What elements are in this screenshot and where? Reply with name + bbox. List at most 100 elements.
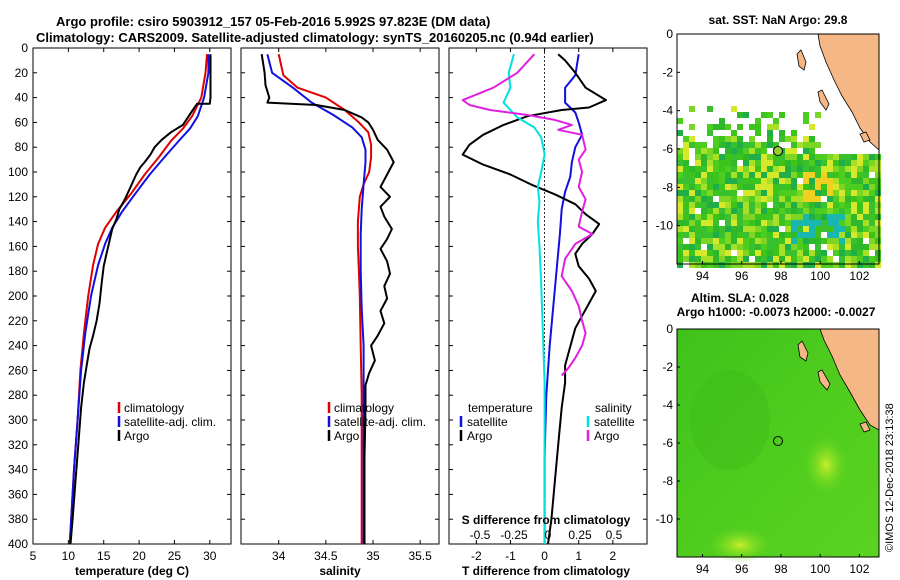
sst-cell (839, 262, 845, 268)
sst-cell (731, 232, 737, 238)
sst-cell (779, 166, 785, 172)
salinity-axes-frame (240, 47, 440, 545)
sst-cell (737, 148, 743, 154)
depth-tick-label: 40 (15, 91, 29, 105)
sst-cell (809, 232, 815, 238)
sst-cell (869, 190, 875, 196)
sst-cell (785, 238, 791, 244)
sst-cell (857, 178, 863, 184)
map-y-tick-label: -4 (662, 398, 673, 412)
sst-cell (827, 160, 833, 166)
sst-cell (857, 154, 863, 160)
sst-cell (761, 166, 767, 172)
sst-cell (845, 220, 851, 226)
sst-cell (809, 154, 815, 160)
sst-cell (827, 238, 833, 244)
sst-cell (863, 214, 869, 220)
sst-cell (827, 178, 833, 184)
sst-cell (677, 118, 683, 124)
map-x-tick-label: 102 (849, 269, 869, 283)
sst-cell (785, 226, 791, 232)
sst-cell (737, 154, 743, 160)
sst-cell (737, 136, 743, 142)
depth-tick-label: 400 (8, 537, 28, 551)
sst-cell (707, 238, 713, 244)
sst-cell (725, 214, 731, 220)
sst-cell (737, 208, 743, 214)
sst-cell (803, 136, 809, 142)
sst-cell (695, 172, 701, 178)
sst-cell (707, 244, 713, 250)
sst-cell (863, 196, 869, 202)
sst-cell (839, 154, 845, 160)
sst-cell (863, 160, 869, 166)
sst-cell (821, 208, 827, 214)
sst-cell (695, 250, 701, 256)
map-y-tick-label: -8 (662, 474, 673, 488)
sst-cell (743, 226, 749, 232)
sst-cell (797, 184, 803, 190)
sst-cell (689, 166, 695, 172)
sst-map-axes: 94 96 98 100 102 0 -2 -4 -6 -8 -10 (656, 27, 870, 283)
sst-cell (839, 208, 845, 214)
sst-cell (713, 124, 719, 130)
sst-cell (839, 238, 845, 244)
sst-cell (851, 190, 857, 196)
sst-cell (815, 208, 821, 214)
sst-cell (701, 172, 707, 178)
salinity-x-axis: 34 34.5 35 35.5 (272, 48, 432, 563)
sst-cell (791, 160, 797, 166)
sst-cell (767, 262, 773, 268)
sst-cell (785, 148, 791, 154)
sst-cell (851, 166, 857, 172)
sst-cell (863, 172, 869, 178)
sst-cell (791, 130, 797, 136)
sst-cell (719, 166, 725, 172)
sst-cell (845, 166, 851, 172)
sst-cell (833, 232, 839, 238)
sst-cell (833, 178, 839, 184)
sst-cell (737, 256, 743, 262)
sst-cell (827, 154, 833, 160)
sst-cell (797, 208, 803, 214)
sst-cell (743, 220, 749, 226)
x-tick-label: 35 (366, 549, 380, 563)
sst-cell (701, 190, 707, 196)
series-salinity-satellite (502, 53, 546, 544)
sst-map-island (817, 89, 830, 111)
sst-cell (731, 166, 737, 172)
sst-cell (761, 238, 767, 244)
sst-cell (731, 184, 737, 190)
sst-cell (707, 184, 713, 190)
sst-cell (785, 250, 791, 256)
sst-cell (821, 166, 827, 172)
depth-tick-label: 240 (8, 339, 28, 353)
sst-cell (767, 214, 773, 220)
sst-cell (875, 190, 881, 196)
sst-cell (845, 226, 851, 232)
sst-cell (749, 142, 755, 148)
sst-cell (851, 184, 857, 190)
sst-cell (839, 202, 845, 208)
sst-cell (827, 190, 833, 196)
sst-cell (797, 142, 803, 148)
sst-cell (785, 184, 791, 190)
sst-cell (839, 214, 845, 220)
sst-cell (737, 202, 743, 208)
sst-cell (791, 214, 797, 220)
map-y-tick-label: -10 (656, 512, 674, 526)
sst-cell (851, 238, 857, 244)
sst-cell (785, 166, 791, 172)
sst-cell (803, 148, 809, 154)
depth-tick-label: 300 (8, 413, 28, 427)
series-temperature-satellite (543, 54, 584, 544)
sst-cell (851, 256, 857, 262)
sst-cell (851, 214, 857, 220)
sst-cell (755, 118, 761, 124)
legend-title-salinity: salinity (595, 401, 632, 415)
sst-cell (785, 202, 791, 208)
sst-cell (743, 214, 749, 220)
sst-cell (677, 244, 683, 250)
sst-cell (809, 184, 815, 190)
sst-cell (701, 214, 707, 220)
